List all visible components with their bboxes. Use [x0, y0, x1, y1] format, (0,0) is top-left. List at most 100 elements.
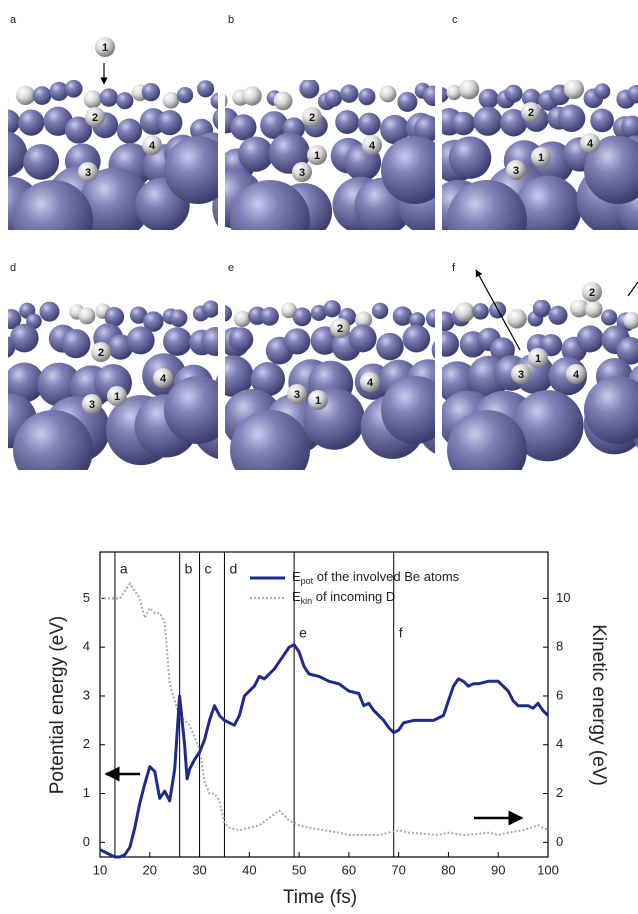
atom-label: 4 — [367, 377, 374, 389]
atom-label: 3 — [89, 399, 95, 411]
x-tick-label: 20 — [143, 862, 157, 877]
atom — [557, 104, 586, 133]
atom — [397, 91, 418, 112]
atom-marker — [302, 107, 322, 127]
atom — [116, 118, 143, 144]
atom — [141, 82, 161, 102]
series-line — [100, 581, 549, 837]
y2-tick-label: 8 — [556, 639, 563, 654]
atom — [281, 302, 297, 319]
atom-marker — [308, 390, 328, 410]
atom-marker — [91, 342, 111, 362]
atom — [32, 86, 52, 105]
energy-chart: Time (fs) Potential energy (eV) Kinetic … — [47, 551, 609, 908]
x-tick-label: 70 — [391, 862, 405, 877]
atom-label: 2 — [309, 112, 315, 124]
atom — [13, 410, 93, 470]
atom-label: 1 — [314, 150, 320, 162]
atom — [201, 327, 218, 357]
atom-marker — [582, 282, 602, 302]
panel-label: f — [452, 262, 456, 274]
atom — [446, 84, 462, 101]
atom — [49, 81, 69, 101]
atom — [83, 90, 102, 109]
atom — [358, 88, 376, 106]
panel-label: e — [228, 262, 234, 274]
y-tick-label: 2 — [83, 736, 90, 751]
atom-marker — [362, 135, 382, 155]
atom-marker — [142, 135, 162, 155]
atom — [79, 167, 151, 230]
atom — [202, 300, 218, 318]
atom — [104, 306, 125, 327]
atom — [590, 108, 614, 133]
atom-label: 2 — [528, 107, 534, 119]
atom — [569, 300, 589, 318]
atom — [425, 309, 435, 328]
atom — [616, 336, 638, 365]
panel-label: b — [228, 14, 234, 26]
atom — [381, 136, 435, 204]
atom — [299, 80, 320, 99]
atom — [225, 305, 232, 322]
atom-label: 2 — [92, 112, 98, 124]
atom — [371, 302, 389, 320]
atom-label: 1 — [538, 152, 544, 164]
atom-label: 1 — [114, 391, 120, 403]
motion-arrow — [475, 269, 521, 351]
x-tick-label: 30 — [192, 862, 206, 877]
atom — [335, 110, 360, 135]
atom — [225, 355, 254, 397]
atom-label: 2 — [589, 287, 595, 299]
atom — [540, 334, 563, 357]
atom — [340, 84, 359, 103]
atom — [176, 86, 194, 104]
atom — [402, 324, 431, 353]
atom — [260, 111, 289, 140]
atom — [576, 325, 604, 353]
atom — [563, 80, 585, 100]
atom-marker — [107, 386, 127, 406]
atom — [169, 309, 188, 327]
atom — [37, 362, 82, 407]
atom — [238, 136, 274, 172]
x-tick-label: 90 — [491, 862, 505, 877]
atom — [162, 91, 180, 109]
atom-marker — [528, 348, 548, 368]
atom — [260, 307, 279, 326]
atom — [157, 110, 183, 136]
atom — [143, 311, 164, 332]
atom — [164, 136, 218, 204]
structure-panel — [225, 80, 435, 230]
atom-marker — [330, 318, 350, 338]
atom — [442, 86, 449, 103]
y2-tick-label: 4 — [556, 736, 563, 751]
atom — [512, 390, 584, 462]
atom — [39, 301, 60, 322]
atom — [284, 328, 311, 355]
atom — [324, 89, 343, 107]
atom — [210, 92, 218, 110]
atom-label: 4 — [369, 140, 376, 152]
atom — [233, 310, 251, 328]
atom — [8, 308, 22, 330]
atom — [9, 323, 39, 353]
atom — [99, 88, 119, 107]
atom-marker — [566, 364, 586, 384]
atom-label: 4 — [160, 373, 167, 385]
atom — [447, 410, 527, 470]
atom-marker — [78, 162, 98, 182]
atom — [323, 300, 341, 318]
x-tick-label: 60 — [342, 862, 356, 877]
y2-tick-label: 0 — [556, 834, 563, 849]
atom-marker — [360, 372, 380, 392]
structure-panel — [8, 300, 218, 470]
atom — [423, 85, 435, 107]
atom-marker — [506, 160, 526, 180]
atom — [273, 91, 293, 111]
atom — [8, 131, 28, 177]
atom — [164, 376, 218, 444]
atom — [627, 85, 638, 104]
atom — [292, 307, 312, 327]
